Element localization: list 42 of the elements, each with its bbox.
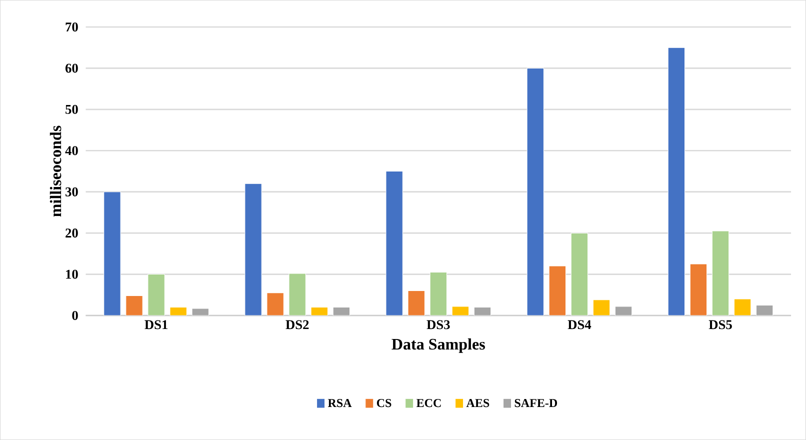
- bar: [288, 273, 306, 316]
- legend-label: SAFE-D: [514, 399, 558, 408]
- bar: [570, 232, 588, 316]
- bar: [104, 192, 121, 316]
- y-tick-label: 20: [66, 228, 78, 238]
- bar: [712, 230, 730, 316]
- bar: [266, 292, 284, 316]
- y-tick-label: 60: [65, 64, 78, 73]
- y-tick-label: 30: [66, 187, 78, 196]
- legend-label: ECC: [416, 399, 441, 408]
- bar: [614, 306, 632, 316]
- x-tick-label: DS3: [426, 320, 450, 330]
- bar: [474, 306, 492, 316]
- x-tick-label: DS5: [708, 320, 732, 330]
- x-tick-label: DS2: [286, 320, 309, 330]
- bar: [526, 68, 544, 316]
- bar: [126, 295, 143, 316]
- bar: [756, 304, 774, 316]
- x-tick-label: DS4: [568, 320, 592, 330]
- bar: [408, 290, 425, 316]
- y-axis-title: milliseoconds: [50, 126, 62, 217]
- bar: [734, 298, 752, 316]
- bar: [690, 264, 708, 316]
- bar: [332, 306, 350, 316]
- bar: [430, 272, 448, 316]
- bar: [386, 170, 403, 316]
- bar: [148, 274, 165, 316]
- y-tick-label: 70: [66, 22, 78, 32]
- bar: [592, 300, 610, 316]
- y-tick-label: 50: [66, 104, 78, 114]
- legend-label: RSA: [328, 399, 352, 408]
- bar: [244, 183, 262, 316]
- legend-label: AES: [466, 399, 490, 408]
- legend-label: CS: [376, 399, 392, 408]
- x-axis-title: Data Samples: [392, 338, 485, 353]
- bar: [192, 308, 209, 316]
- y-tick-label: 10: [66, 270, 78, 279]
- bar: [548, 266, 566, 316]
- y-tick-label: 40: [65, 146, 78, 156]
- x-tick-label: DS1: [144, 320, 168, 330]
- y-tick-label: 0: [72, 310, 78, 320]
- bar: [668, 47, 686, 316]
